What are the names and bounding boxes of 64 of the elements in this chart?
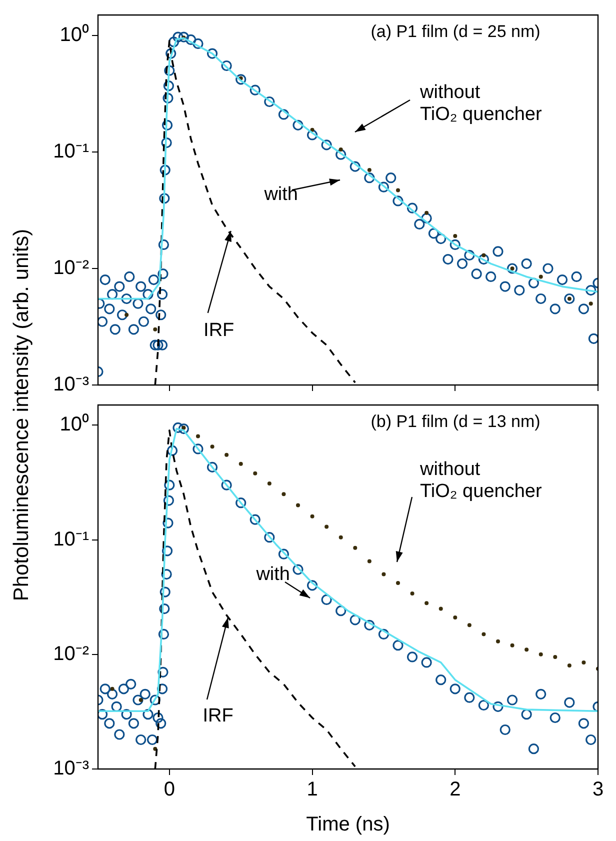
x-axis-title: Time (ns)	[306, 814, 390, 836]
point	[367, 559, 372, 564]
annotation: with	[263, 184, 298, 206]
y-axis-title: Photoluminescence intensity (arb. units)	[10, 228, 34, 602]
point	[382, 572, 386, 576]
point	[482, 253, 486, 258]
point	[310, 514, 314, 518]
point	[267, 481, 272, 486]
annotation: IRF	[204, 320, 234, 342]
point	[538, 652, 543, 656]
point	[538, 274, 543, 279]
y-tick-label: 10⁻²	[53, 257, 90, 280]
chart-title: (a) P1 film (d = 25 nm)	[370, 22, 540, 42]
y-tick-label: 10⁰	[60, 23, 89, 46]
point	[496, 639, 500, 644]
annotation: IRF	[202, 706, 234, 727]
point	[310, 128, 314, 132]
point	[124, 312, 129, 317]
point	[210, 444, 214, 449]
point	[588, 302, 593, 306]
point	[553, 654, 558, 659]
point	[396, 188, 400, 192]
point	[296, 503, 300, 508]
point	[338, 535, 343, 540]
point	[196, 434, 200, 438]
point	[282, 492, 286, 496]
point	[510, 643, 514, 648]
point	[153, 746, 158, 751]
annotation: without TiO₂ quencher	[419, 82, 542, 126]
point	[338, 148, 343, 152]
point	[482, 632, 486, 636]
y-tick-label: 10⁻³	[53, 758, 90, 780]
point	[453, 234, 458, 238]
annotation: without TiO₂ quencher	[419, 459, 542, 502]
point	[524, 648, 529, 652]
annotation: with	[255, 564, 290, 586]
point	[582, 660, 586, 664]
y-tick-label: 10⁻¹	[53, 528, 90, 550]
point	[224, 452, 229, 457]
point	[396, 580, 400, 585]
point	[438, 606, 443, 611]
x-tick-label: 0	[164, 778, 175, 801]
y-tick-label: 10⁻¹	[53, 140, 90, 163]
x-tick-label: 1	[306, 778, 318, 801]
point	[238, 462, 243, 466]
point	[153, 327, 158, 332]
y-tick-label: 10⁻²	[53, 642, 90, 665]
point	[567, 664, 572, 668]
point	[367, 168, 372, 172]
point	[110, 686, 114, 691]
x-tick-label: 3	[592, 778, 604, 801]
x-tick-label: 2	[450, 778, 461, 801]
point	[467, 623, 472, 628]
point	[424, 210, 429, 215]
y-tick-label: 10⁰	[60, 412, 89, 436]
point	[138, 698, 143, 702]
chart-title: (b) P1 film (d = 13 nm)	[370, 412, 540, 432]
point	[324, 524, 329, 529]
point	[410, 591, 414, 596]
point	[424, 601, 429, 606]
point	[253, 471, 258, 476]
point	[353, 546, 358, 550]
point	[453, 615, 458, 620]
y-tick-label: 10⁻³	[53, 374, 90, 396]
